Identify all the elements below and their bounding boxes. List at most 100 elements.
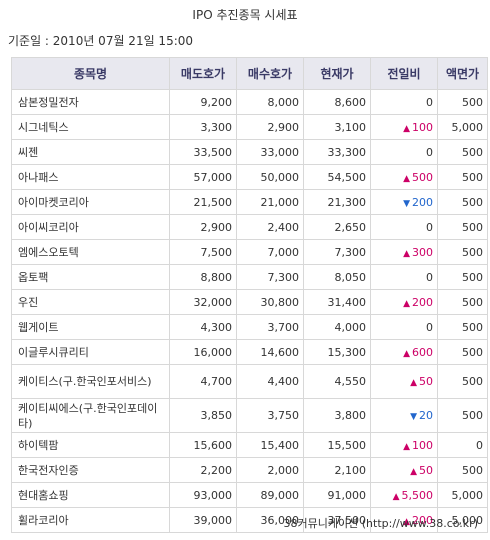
up-triangle-icon: ▲ xyxy=(403,248,410,259)
change-value: 0 xyxy=(426,270,433,284)
up-triangle-icon: ▲ xyxy=(392,491,400,502)
change-cell: ▲ 200 xyxy=(370,289,438,315)
change-cell: 0 xyxy=(370,214,438,240)
table-row: 케이티스(구.한국인포서비스) 4,700 4,400 4,550 ▲ 50 500 xyxy=(11,364,488,399)
par-value: 500 xyxy=(437,289,488,315)
par-value: 5,000 xyxy=(437,114,488,140)
table-row: 케이티씨에스(구.한국인포데이타) 3,850 3,750 3,800 ▼ 20 500 xyxy=(11,398,488,433)
bid-price: 15,400 xyxy=(236,432,304,458)
current-price: 15,500 xyxy=(303,432,371,458)
bid-price: 3,700 xyxy=(236,314,304,340)
current-price: 2,100 xyxy=(303,457,371,483)
table-row: 우진 32,000 30,800 31,400 ▲ 200 500 xyxy=(11,289,488,315)
table-row: 시그네틱스 3,300 2,900 3,100 ▲ 100 5,000 xyxy=(11,114,488,140)
bid-price: 7,000 xyxy=(236,239,304,265)
change-value: 50 xyxy=(419,375,433,388)
change-cell: ▲ 300 xyxy=(370,239,438,265)
up-triangle-icon: ▲ xyxy=(403,123,410,134)
current-price: 37,500 xyxy=(303,507,371,533)
bid-price: 2,400 xyxy=(236,214,304,240)
change-value: 0 xyxy=(426,220,433,234)
col-header-change: 전일비 xyxy=(370,57,438,90)
ask-price: 16,000 xyxy=(169,339,237,365)
stock-name: 현대홈쇼핑 xyxy=(11,482,170,508)
ask-price: 9,200 xyxy=(169,89,237,115)
up-triangle-icon: ▲ xyxy=(410,466,417,477)
par-value: 500 xyxy=(437,164,488,190)
change-cell: ▲ 500 xyxy=(370,164,438,190)
table-row: 씨젠 33,500 33,000 33,300 0 500 xyxy=(11,139,488,165)
bid-price: 89,000 xyxy=(236,482,304,508)
stock-name: 한국전자인증 xyxy=(11,457,170,483)
ask-price: 8,800 xyxy=(169,264,237,290)
col-header-price: 현재가 xyxy=(303,57,371,90)
up-triangle-icon: ▲ xyxy=(403,298,410,309)
change-cell: ▲ 50 xyxy=(370,457,438,483)
change-cell: ▲ 5,500 xyxy=(370,482,438,508)
stock-name: 옵토팩 xyxy=(11,264,170,290)
change-value: 20 xyxy=(419,409,433,422)
bid-price: 4,400 xyxy=(236,364,304,399)
change-cell: 0 xyxy=(370,89,438,115)
change-value: 200 xyxy=(412,195,433,209)
current-price: 4,000 xyxy=(303,314,371,340)
change-value: 50 xyxy=(419,463,433,477)
change-value: 100 xyxy=(412,120,433,134)
ask-price: 33,500 xyxy=(169,139,237,165)
change-cell: ▲ 600 xyxy=(370,339,438,365)
ask-price: 7,500 xyxy=(169,239,237,265)
change-value: 100 xyxy=(412,438,433,452)
current-price: 8,600 xyxy=(303,89,371,115)
par-value: 500 xyxy=(437,457,488,483)
col-header-bid: 매수호가 xyxy=(236,57,304,90)
down-triangle-icon: ▼ xyxy=(410,412,417,422)
table-row: 이글루시큐리티 16,000 14,600 15,300 ▲ 600 500 xyxy=(11,339,488,365)
current-price: 15,300 xyxy=(303,339,371,365)
bid-price: 50,000 xyxy=(236,164,304,190)
stock-name: 휠라코리아 xyxy=(11,507,170,533)
bid-price: 14,600 xyxy=(236,339,304,365)
par-value: 0 xyxy=(437,432,488,458)
stock-name: 이글루시큐리티 xyxy=(11,339,170,365)
bid-price: 8,000 xyxy=(236,89,304,115)
ask-price: 3,300 xyxy=(169,114,237,140)
as-of-date: 기준일 : 2010년 07월 21일 15:00 xyxy=(8,34,194,48)
col-header-ask: 매도호가 xyxy=(169,57,237,90)
up-triangle-icon: ▲ xyxy=(403,173,410,184)
change-cell: ▼ 20 xyxy=(370,398,438,433)
table-row: 엠에스오토텍 7,500 7,000 7,300 ▲ 300 500 xyxy=(11,239,488,265)
table-row: 아이씨코리아 2,900 2,400 2,650 0 500 xyxy=(11,214,488,240)
current-price: 2,650 xyxy=(303,214,371,240)
source-credit: 38커뮤니케이션 (http://www.38.co.kr) xyxy=(283,517,478,530)
change-value: 200 xyxy=(412,295,433,309)
change-cell: 0 xyxy=(370,314,438,340)
up-triangle-icon: ▲ xyxy=(403,441,410,452)
table-row: 옵토팩 8,800 7,300 8,050 0 500 xyxy=(11,264,488,290)
ask-price: 4,300 xyxy=(169,314,237,340)
table-row: 한국전자인증 2,200 2,000 2,100 ▲ 50 500 xyxy=(11,457,488,483)
stock-name: 엠에스오토텍 xyxy=(11,239,170,265)
change-value: 300 xyxy=(412,245,433,259)
par-value: 500 xyxy=(437,214,488,240)
page-title: IPO 추진종목 시세표 xyxy=(192,8,298,22)
ask-price: 57,000 xyxy=(169,164,237,190)
par-value: 500 xyxy=(437,364,488,399)
par-value: 500 xyxy=(437,189,488,215)
stock-name: 씨젠 xyxy=(11,139,170,165)
change-value: 0 xyxy=(426,95,433,109)
ask-price: 39,000 xyxy=(169,507,237,533)
change-value: 500 xyxy=(412,170,433,184)
par-value: 500 xyxy=(437,139,488,165)
change-cell: 0 xyxy=(370,139,438,165)
bid-price: 3,750 xyxy=(236,398,304,433)
table-row: 아이마켓코리아 21,500 21,000 21,300 ▼ 200 500 xyxy=(11,189,488,215)
change-cell: ▲ 50 xyxy=(370,364,438,399)
par-value: 500 xyxy=(437,239,488,265)
table-row: 웹게이트 4,300 3,700 4,000 0 500 xyxy=(11,314,488,340)
change-value: 200 xyxy=(412,513,433,527)
ask-price: 4,700 xyxy=(169,364,237,399)
stock-name: 하이텍팜 xyxy=(11,432,170,458)
table-row: 아나패스 57,000 50,000 54,500 ▲ 500 500 xyxy=(11,164,488,190)
stock-name: 아이씨코리아 xyxy=(11,214,170,240)
ask-price: 15,600 xyxy=(169,432,237,458)
